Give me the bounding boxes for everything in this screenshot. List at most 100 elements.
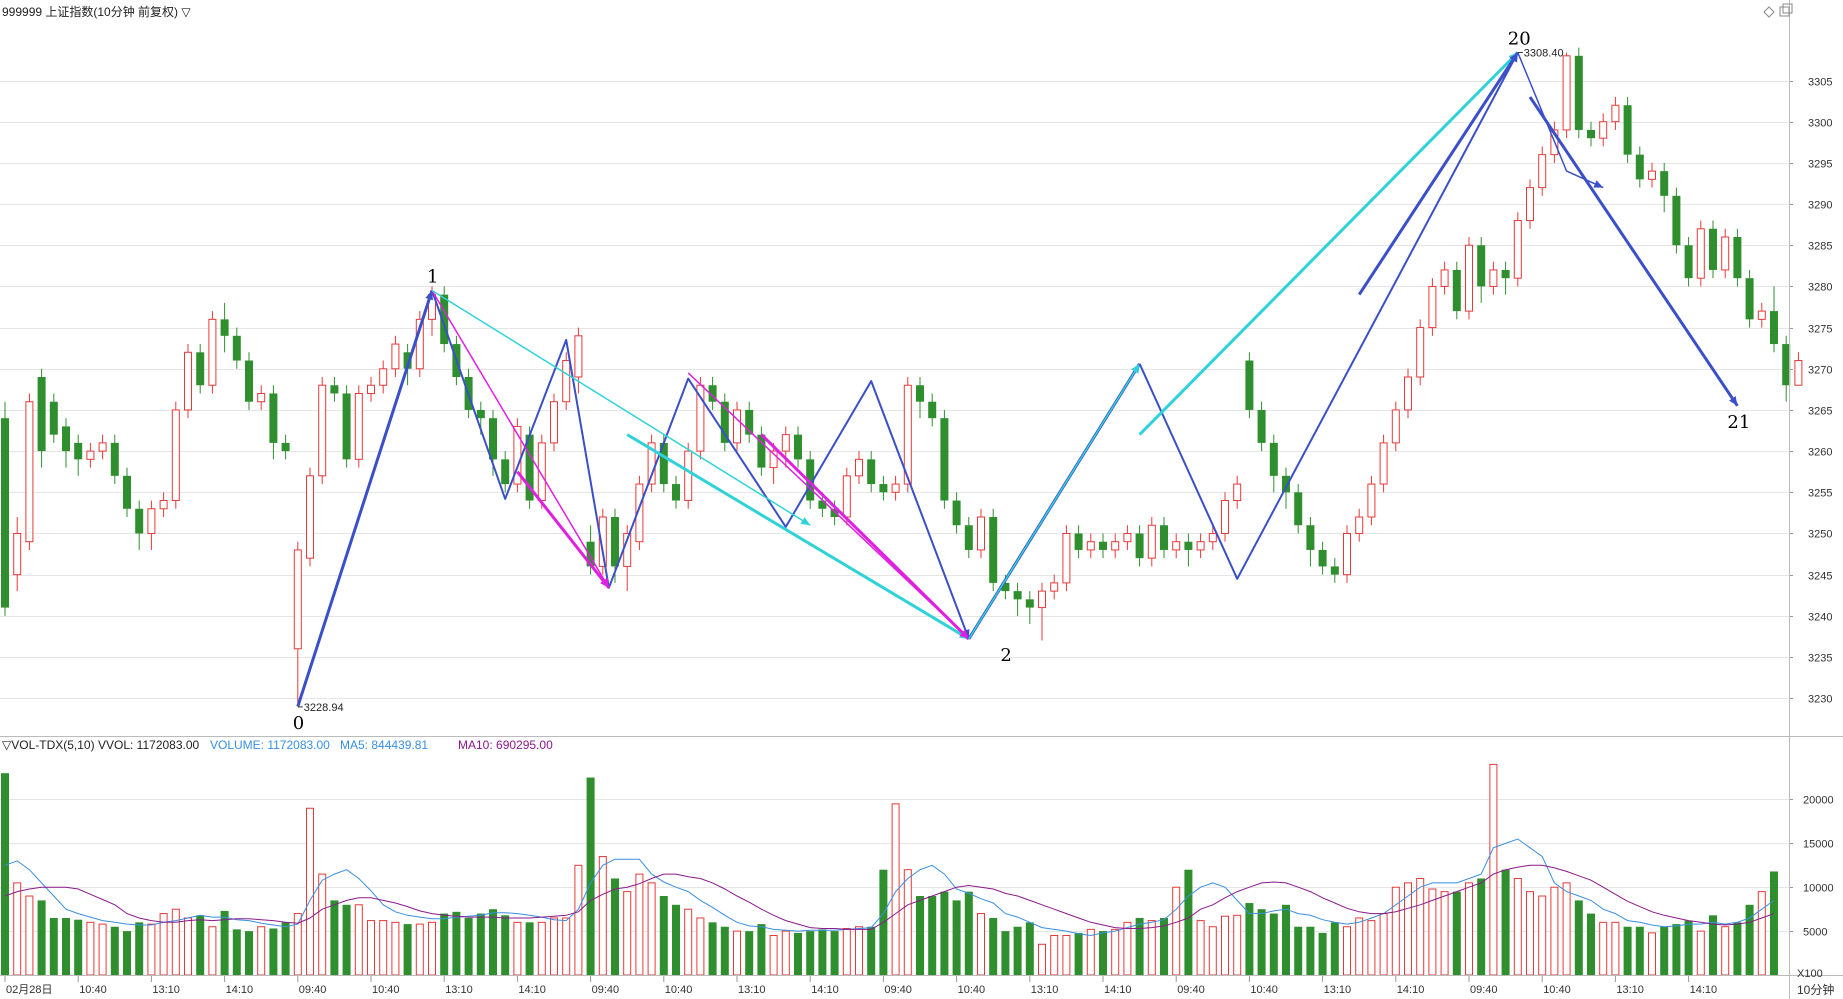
volume-bar-down[interactable] — [830, 931, 839, 975]
candle[interactable] — [1574, 47, 1583, 139]
candle[interactable] — [1379, 434, 1388, 493]
volume-bar-up[interactable] — [86, 921, 95, 976]
volume-bar-up[interactable] — [1367, 920, 1376, 976]
candle[interactable] — [1221, 492, 1229, 542]
volume-bar-up[interactable] — [574, 864, 583, 976]
volume-bar-down[interactable] — [1733, 922, 1742, 975]
candle[interactable] — [977, 508, 985, 559]
volume-bar-up[interactable] — [1233, 914, 1242, 976]
candle[interactable] — [1660, 162, 1669, 213]
volume-bar-up[interactable] — [391, 921, 400, 976]
candle[interactable] — [989, 508, 998, 592]
candle[interactable] — [1635, 146, 1644, 188]
volume-bar-down[interactable] — [220, 910, 229, 975]
candle[interactable] — [245, 352, 253, 410]
candle[interactable] — [1745, 269, 1754, 328]
volume-bar-down[interactable] — [1257, 909, 1266, 975]
candle[interactable] — [1355, 508, 1364, 542]
candle[interactable] — [306, 467, 314, 567]
candle[interactable] — [123, 467, 131, 517]
volume-bar-up[interactable] — [1440, 891, 1449, 976]
volume-bar-down[interactable] — [196, 915, 205, 975]
candle[interactable] — [1160, 517, 1168, 559]
volume-bar-up[interactable] — [696, 917, 705, 976]
volume-bar-down[interactable] — [1135, 917, 1144, 975]
candle[interactable] — [1245, 352, 1254, 419]
candle[interactable] — [1672, 187, 1681, 254]
candle[interactable] — [928, 393, 937, 427]
volume-bar-down[interactable] — [1001, 931, 1010, 975]
volume-bar-down[interactable] — [1660, 926, 1669, 975]
volume-bar-up[interactable] — [257, 926, 266, 976]
candle[interactable] — [550, 393, 558, 452]
candle[interactable] — [1465, 237, 1473, 320]
volume-bar-up[interactable] — [1526, 891, 1534, 976]
volume-bar-down[interactable] — [342, 904, 351, 975]
volume-bar-up[interactable] — [855, 926, 863, 976]
candle[interactable] — [1623, 97, 1632, 163]
candle[interactable] — [1587, 121, 1595, 147]
candle[interactable] — [891, 475, 900, 501]
candle[interactable] — [635, 475, 644, 550]
candle[interactable] — [806, 451, 815, 509]
candle[interactable] — [1428, 278, 1437, 336]
volume-bar-up[interactable] — [1196, 920, 1205, 976]
candle[interactable] — [1208, 525, 1217, 550]
candle[interactable] — [708, 377, 717, 410]
candle[interactable] — [281, 434, 290, 460]
volume-bar-down[interactable] — [818, 929, 827, 975]
candle[interactable] — [562, 352, 571, 410]
volume-bar-down[interactable] — [1745, 904, 1754, 975]
volume-bar-up[interactable] — [781, 930, 790, 976]
volume-bar-down[interactable] — [672, 904, 680, 975]
candle[interactable] — [208, 311, 217, 394]
candle[interactable] — [1538, 146, 1547, 196]
volume-bar-down[interactable] — [659, 896, 668, 975]
volume-bar-up[interactable] — [1465, 882, 1473, 976]
volume-bar-up[interactable] — [428, 921, 436, 976]
candle[interactable] — [1343, 525, 1351, 583]
candle[interactable] — [1404, 368, 1412, 419]
volume-bar-down[interactable] — [464, 917, 473, 975]
candle[interactable] — [855, 451, 863, 485]
volume-bar-down[interactable] — [49, 917, 58, 975]
volume-bar-up[interactable] — [1416, 877, 1425, 976]
volume-bar-up[interactable] — [171, 908, 180, 976]
volume-bar-down[interactable] — [928, 896, 937, 975]
candle[interactable] — [13, 517, 22, 592]
volume-bar-down[interactable] — [1184, 869, 1193, 975]
candle[interactable] — [1074, 525, 1083, 559]
candle[interactable] — [769, 442, 778, 485]
candle[interactable] — [74, 434, 83, 476]
candle[interactable] — [415, 311, 424, 377]
candle[interactable] — [379, 360, 388, 394]
candle[interactable] — [916, 377, 924, 419]
candle[interactable] — [330, 377, 339, 402]
volume-bar-down[interactable] — [1770, 871, 1778, 975]
candle[interactable] — [1733, 228, 1742, 287]
candle[interactable] — [1709, 220, 1717, 279]
candle[interactable] — [257, 385, 266, 410]
candle[interactable] — [49, 393, 58, 443]
volume-bar-up[interactable] — [623, 891, 632, 976]
volume-bar-up[interactable] — [1562, 882, 1571, 976]
candle[interactable] — [1099, 533, 1107, 559]
candle[interactable] — [672, 475, 680, 509]
candle[interactable] — [1770, 286, 1778, 353]
volume-bar-up[interactable] — [367, 920, 375, 976]
candle[interactable] — [1147, 517, 1156, 567]
volume-bar-down[interactable] — [501, 915, 510, 975]
volume-bar-down[interactable] — [269, 928, 278, 975]
candle[interactable] — [1794, 352, 1803, 386]
candle[interactable] — [1294, 484, 1303, 534]
candle[interactable] — [220, 302, 229, 353]
candle[interactable] — [367, 377, 375, 402]
volume-bar-up[interactable] — [537, 921, 546, 976]
volume-bar-down[interactable] — [916, 896, 924, 975]
volume-bar-up[interactable] — [1147, 920, 1156, 976]
volume-bar-up[interactable] — [733, 930, 741, 976]
volume-bar-up[interactable] — [1379, 913, 1388, 976]
volume-bar-up[interactable] — [1221, 915, 1229, 976]
candle[interactable] — [159, 492, 168, 517]
volume-bar-down[interactable] — [806, 931, 815, 975]
